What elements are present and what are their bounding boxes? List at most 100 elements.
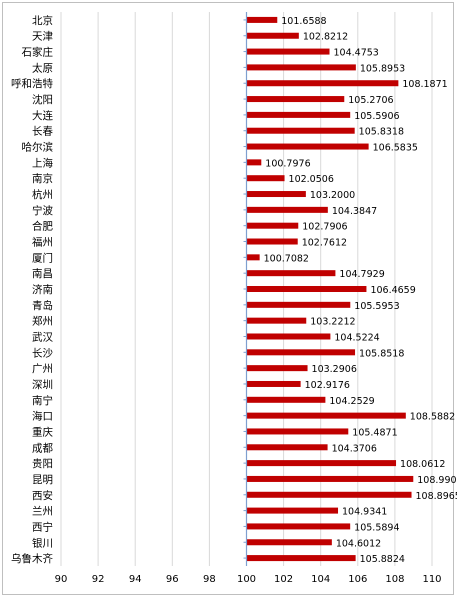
bar: [246, 206, 328, 213]
value-label: 103.2906: [312, 364, 357, 375]
bar: [246, 238, 298, 245]
value-label: 104.5224: [334, 332, 379, 343]
category-label: 郑州: [32, 315, 53, 328]
value-label: 101.6588: [281, 16, 326, 27]
category-label: 青岛: [32, 299, 53, 312]
bar: [246, 32, 299, 39]
value-label: 105.4871: [352, 427, 397, 438]
bar: [246, 111, 351, 118]
value-label: 105.8518: [359, 348, 404, 359]
x-tick-label: 92: [92, 574, 105, 585]
category-label: 成都: [32, 442, 53, 454]
value-label: 104.3706: [332, 443, 377, 454]
value-label: 102.8212: [303, 32, 348, 43]
category-label: 重庆: [32, 425, 53, 438]
category-label: 西安: [32, 489, 53, 502]
bar: [246, 539, 332, 546]
category-label: 南昌: [32, 267, 53, 280]
category-label: 北京: [32, 14, 53, 27]
value-label: 103.2000: [310, 190, 355, 201]
value-label: 108.1871: [402, 79, 447, 90]
x-tick-label: 94: [129, 574, 142, 585]
category-label: 呼和浩特: [11, 78, 53, 90]
category-label: 大连: [32, 109, 53, 122]
category-label: 合肥: [32, 220, 53, 233]
bar: [246, 175, 285, 182]
category-label: 兰州: [32, 505, 53, 518]
value-label: 105.8953: [360, 63, 405, 74]
value-label: 102.7906: [302, 222, 347, 233]
category-label: 宁波: [32, 204, 53, 217]
bar: [246, 412, 406, 419]
value-label: 102.0506: [289, 174, 334, 185]
x-tick-label: 108: [385, 574, 404, 585]
category-label: 福州: [32, 236, 53, 249]
axis: [243, 12, 248, 566]
category-labels: 北京天津石家庄太原呼和浩特沈阳大连长春哈尔滨上海南京杭州宁波合肥福州厦门南昌济南…: [11, 14, 53, 565]
bars: [246, 16, 414, 562]
value-label: 103.2212: [310, 317, 355, 328]
x-tick-label: 110: [422, 574, 441, 585]
category-label: 武汉: [32, 330, 53, 343]
x-tick-label: 106: [348, 574, 367, 585]
category-label: 沈阳: [32, 93, 53, 106]
bar: [246, 555, 356, 562]
x-tick-label: 98: [203, 574, 216, 585]
value-label: 104.6012: [336, 538, 381, 549]
x-tick-label: 100: [237, 574, 256, 585]
value-label: 108.8965: [416, 491, 457, 502]
bar: [246, 286, 367, 292]
value-label: 104.4753: [334, 48, 379, 59]
value-label: 104.2529: [329, 396, 374, 407]
category-label: 昆明: [32, 474, 53, 486]
bar: [246, 475, 414, 482]
bar: [246, 396, 326, 403]
category-label: 西宁: [32, 520, 53, 533]
bar: [246, 96, 345, 103]
value-label: 105.2706: [348, 95, 393, 106]
value-label: 108.9906: [417, 475, 457, 486]
category-label: 长沙: [32, 347, 53, 359]
bar: [246, 460, 397, 467]
value-label: 106.4659: [370, 285, 415, 296]
bar: [246, 507, 339, 514]
value-label: 108.0612: [400, 459, 445, 470]
value-label: 105.5894: [354, 522, 399, 533]
bar: [246, 317, 307, 324]
category-label: 南京: [32, 172, 53, 185]
bar: [246, 80, 399, 87]
bar: [246, 222, 299, 229]
bar: [246, 254, 260, 261]
bar: [246, 428, 349, 435]
category-label: 杭州: [32, 188, 53, 201]
category-label: 海口: [32, 410, 53, 423]
x-tick-label: 102: [274, 574, 293, 585]
bar: [246, 523, 351, 530]
category-label: 贵阳: [32, 457, 53, 470]
category-label: 哈尔滨: [22, 141, 54, 154]
category-label: 乌鲁木齐: [11, 552, 53, 565]
value-label: 104.7929: [339, 269, 384, 280]
bar: [246, 270, 336, 277]
category-label: 银川: [32, 536, 53, 549]
value-label: 100.7082: [264, 253, 309, 264]
value-label: 105.5906: [354, 111, 399, 122]
category-label: 厦门: [32, 251, 53, 264]
value-label: 106.5835: [373, 143, 418, 154]
value-label: 100.7976: [265, 158, 310, 169]
category-label: 济南: [32, 283, 53, 296]
category-label: 石家庄: [22, 46, 54, 59]
category-label: 上海: [32, 156, 53, 169]
value-labels: 101.6588 102.8212 104.4753 105.8953 108.1871…: [264, 16, 457, 565]
bar: [246, 333, 331, 340]
bar: [246, 191, 306, 198]
category-label: 天津: [32, 31, 53, 43]
bar: [246, 143, 369, 150]
bar: [246, 16, 278, 23]
bar: [246, 159, 262, 166]
category-label: 南宁: [32, 394, 53, 407]
category-label: 广州: [32, 363, 53, 375]
bar: [246, 301, 351, 308]
